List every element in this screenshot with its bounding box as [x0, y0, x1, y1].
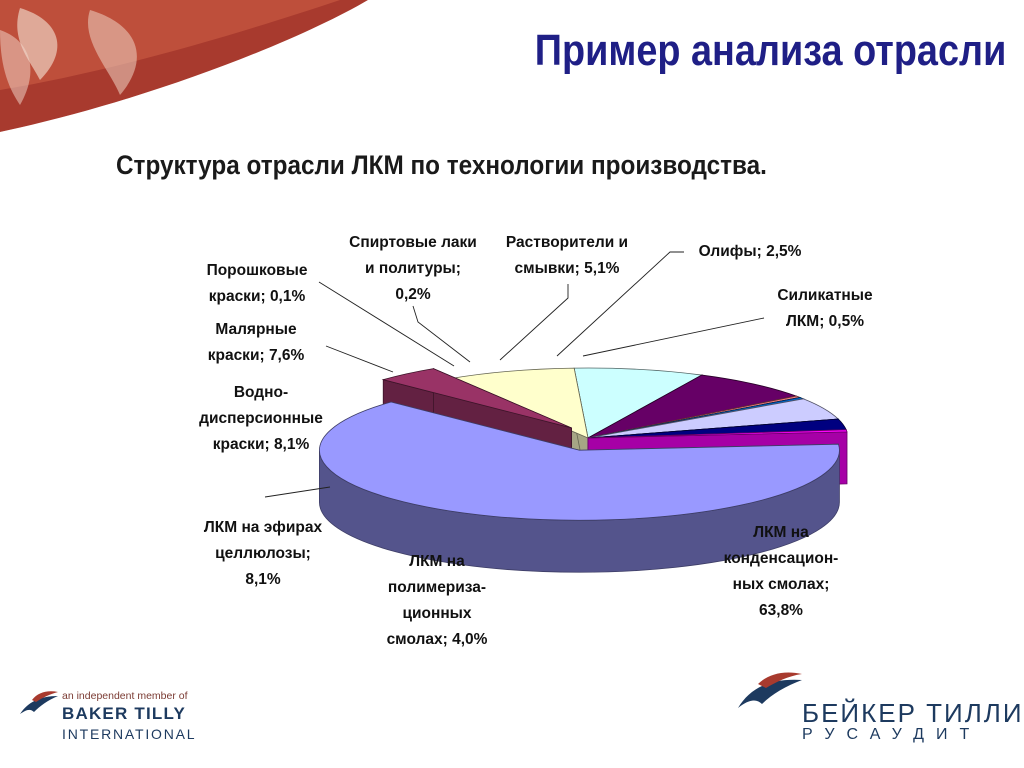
baker-tilly-international-logo: an independent member of BAKER TILLY INT…	[18, 688, 218, 748]
slice-label-8: Олифы; 2,5%	[699, 243, 802, 260]
slice-label-1: ЛКМ на полимериза-ционных смолах; 4,0%	[387, 553, 488, 648]
slice-label-9: Силикатные ЛКМ; 0,5%	[777, 287, 873, 330]
leader-line-2	[264, 486, 331, 498]
bird-icon-large	[738, 672, 802, 708]
member-name-sub: INTERNATIONAL	[62, 726, 197, 742]
pie-slice-0	[319, 401, 840, 573]
leader-line-6	[412, 305, 471, 363]
leader-line-9	[582, 317, 765, 357]
chart-title: Структура отрасли ЛКМ по технологии прои…	[116, 150, 767, 180]
slice-label-7: Растворители и смывки; 5,1%	[506, 234, 628, 277]
baker-tilly-rusaudit-logo: БЕЙКЕР ТИЛЛИ РУСАУДИТ	[736, 668, 1022, 748]
decorative-corner	[0, 0, 380, 140]
member-name: BAKER TILLY	[62, 704, 187, 723]
slice-label-0: ЛКМ на конденсацион-ных смолах; 63,8%	[724, 524, 839, 619]
brand-name: БЕЙКЕР ТИЛЛИ	[802, 698, 1024, 728]
slice-label-2: ЛКМ на эфирах целлюлозы; 8,1%	[204, 519, 323, 588]
leader-line-5	[318, 281, 455, 367]
slide-title: Пример анализа отрасли	[534, 26, 1006, 75]
leader-line-4	[325, 345, 394, 373]
leader-line-7	[499, 284, 569, 361]
leader-line-8	[556, 251, 684, 357]
slice-label-6: Спиртовые лаки и политуры; 0,2%	[349, 234, 477, 303]
slice-label-4: Малярные краски; 7,6%	[208, 321, 305, 364]
bird-icon	[20, 691, 58, 714]
slice-label-5: Порошковые краски; 0,1%	[207, 262, 308, 305]
member-text: an independent member of	[62, 690, 188, 702]
brand-name-sub: РУСАУДИТ	[802, 726, 982, 743]
slice-label-3: Водно-дисперсионные краски; 8,1%	[199, 384, 323, 453]
